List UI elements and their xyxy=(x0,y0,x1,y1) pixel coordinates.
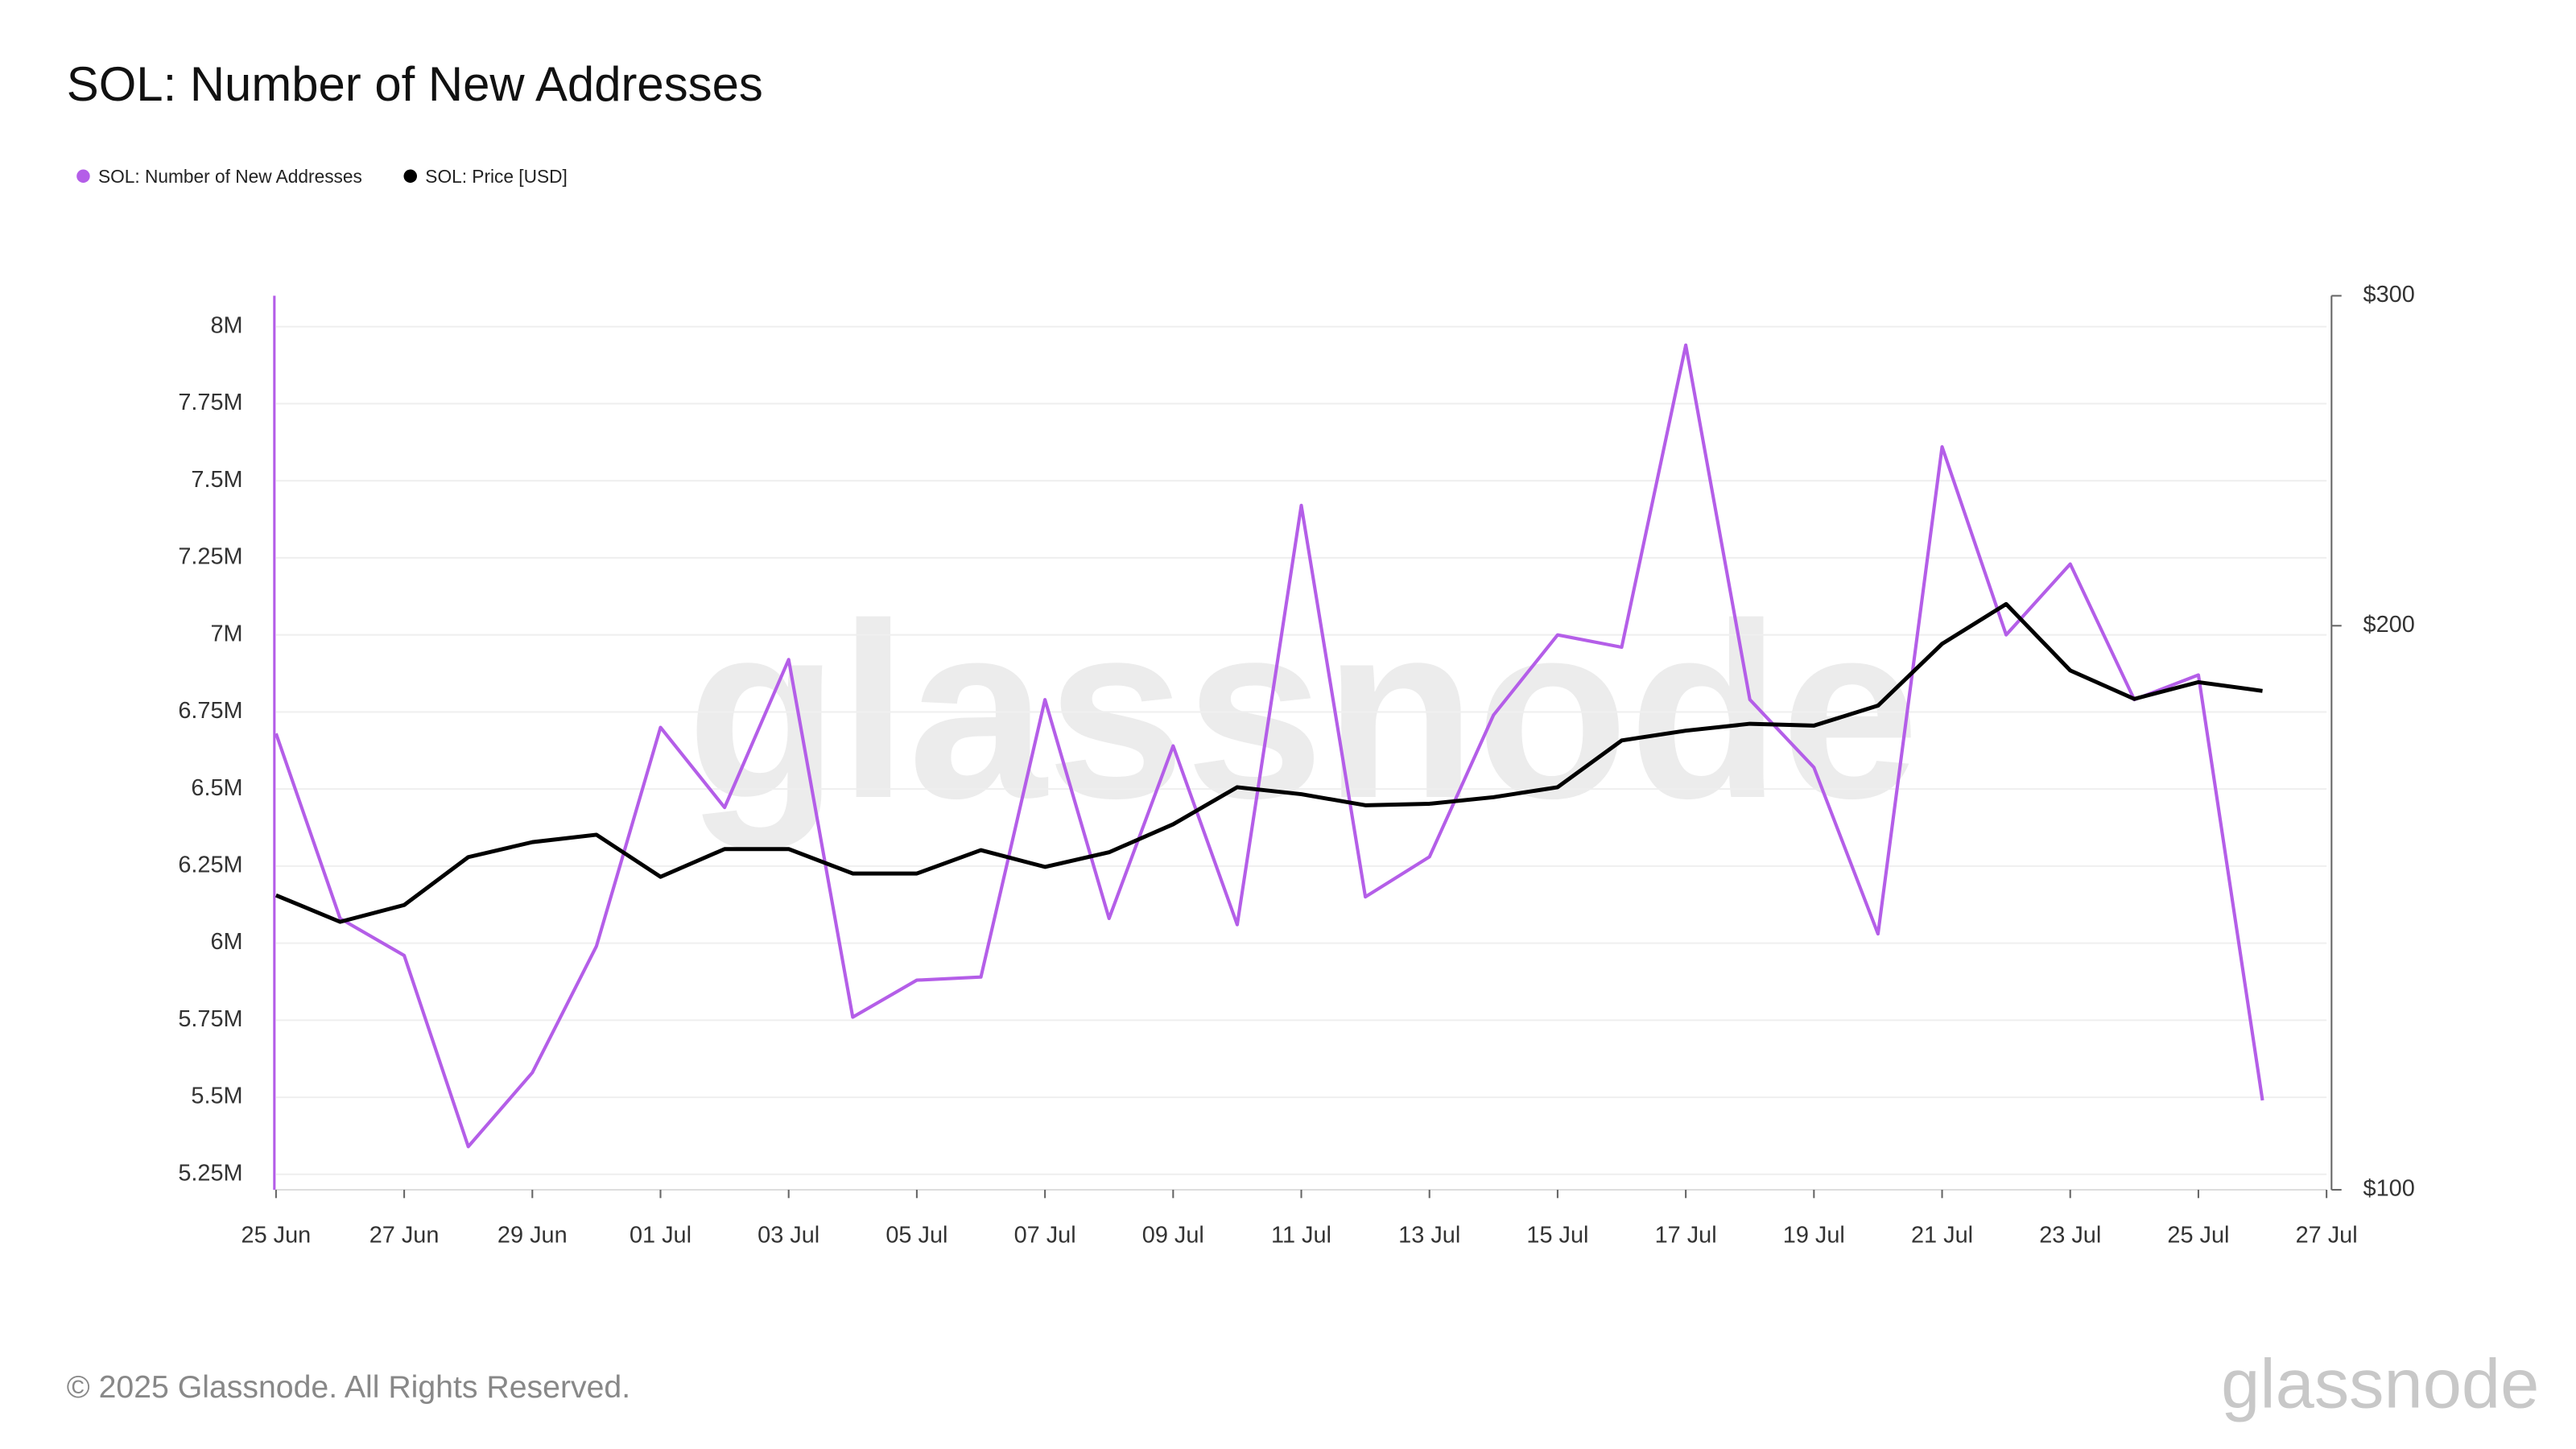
x-tick-label: 03 Jul xyxy=(758,1222,819,1248)
legend-label: SOL: Price [USD] xyxy=(425,166,568,187)
y-tick-label: 6.25M xyxy=(178,852,242,878)
legend-marker xyxy=(403,169,417,184)
x-tick-label: 01 Jul xyxy=(630,1222,691,1248)
y-tick-label: 5.5M xyxy=(191,1084,242,1109)
x-tick-label: 27 Jul xyxy=(2296,1222,2358,1248)
legend-marker xyxy=(76,169,90,184)
y-tick-label: 6.5M xyxy=(191,775,242,801)
series-line xyxy=(274,343,2264,1149)
y-tick-label: 6M xyxy=(210,929,242,955)
x-tick-label: 09 Jul xyxy=(1142,1222,1204,1248)
y-tick-label: 6.75M xyxy=(178,698,242,724)
y-tick-label: 7.25M xyxy=(178,544,242,570)
y2-tick-label: $300 xyxy=(2363,282,2415,308)
logo: glassnode xyxy=(2221,1346,2539,1423)
y-tick-label: 7.5M xyxy=(191,467,242,493)
copyright: © 2025 Glassnode. All Rights Reserved. xyxy=(67,1369,630,1405)
y2-tick-label: $200 xyxy=(2363,612,2415,638)
x-tick-label: 17 Jul xyxy=(1655,1222,1717,1248)
y-tick-label: 7M xyxy=(210,621,242,646)
x-tick-label: 05 Jul xyxy=(886,1222,947,1248)
y-tick-label: 5.25M xyxy=(178,1160,242,1186)
y-tick-label: 7.75M xyxy=(178,390,242,415)
chart-title: SOL: Number of New Addresses xyxy=(67,57,763,111)
y-tick-label: 8M xyxy=(210,312,242,338)
x-tick-label: 29 Jun xyxy=(497,1222,568,1248)
x-tick-label: 07 Jul xyxy=(1014,1222,1076,1248)
x-tick-label: 25 Jul xyxy=(2167,1222,2229,1248)
y2-tick-label: $100 xyxy=(2363,1176,2415,1202)
series-line xyxy=(275,601,2263,924)
x-tick-label: 23 Jul xyxy=(2039,1222,2101,1248)
x-tick-label: 15 Jul xyxy=(1526,1222,1588,1248)
x-tick-label: 25 Jun xyxy=(242,1222,312,1248)
x-tick-label: 21 Jul xyxy=(1911,1222,1973,1248)
x-tick-label: 19 Jul xyxy=(1783,1222,1845,1248)
x-tick-label: 13 Jul xyxy=(1398,1222,1460,1248)
x-tick-label: 27 Jun xyxy=(369,1222,440,1248)
legend-label: SOL: Number of New Addresses xyxy=(98,166,362,187)
y-tick-label: 5.75M xyxy=(178,1006,242,1032)
x-tick-label: 11 Jul xyxy=(1271,1222,1331,1248)
